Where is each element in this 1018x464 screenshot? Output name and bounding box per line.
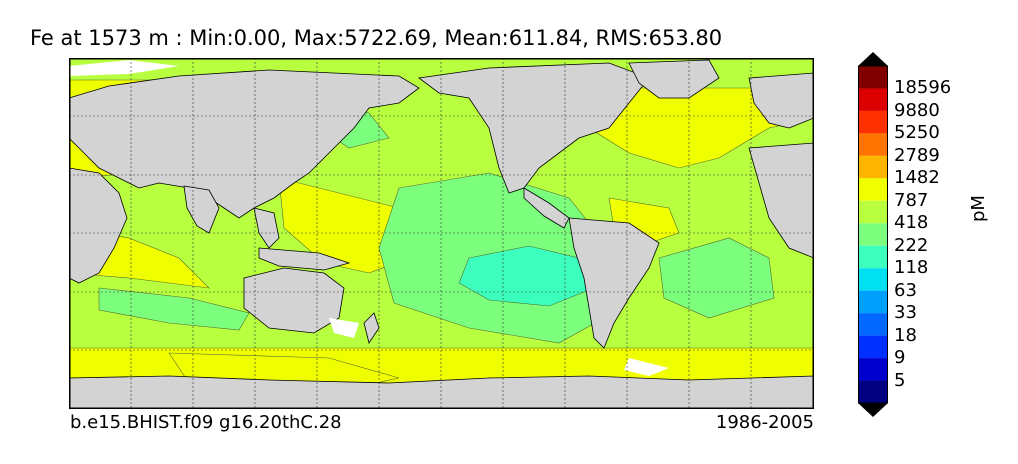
colorbar-band xyxy=(858,380,888,403)
colorbar-band xyxy=(858,245,888,269)
south-america xyxy=(568,217,660,349)
colorbar-band xyxy=(858,313,888,336)
gridlines xyxy=(69,58,814,409)
colorbar-band xyxy=(858,200,888,224)
colorbar-band xyxy=(858,268,888,291)
antarctica xyxy=(69,375,814,409)
colorbar-extend-bottom xyxy=(858,403,888,417)
colorbar-band xyxy=(858,290,888,314)
eurasia xyxy=(69,69,420,219)
north-america xyxy=(417,62,650,194)
lowest-fe-region xyxy=(458,245,595,307)
colorbar-band xyxy=(858,133,888,156)
europe-right xyxy=(748,72,814,129)
colorbar-tick-label: 9880 xyxy=(894,99,940,121)
africa-right xyxy=(748,142,814,259)
colorbar-tick-label: 18596 xyxy=(894,77,952,99)
colorbar-band xyxy=(858,88,888,111)
colorbar-band xyxy=(858,223,888,246)
colorbar-border xyxy=(858,65,888,404)
global-map xyxy=(69,58,814,409)
colorbar-tick-label: 33 xyxy=(894,302,917,324)
colorbar-tick-label: 63 xyxy=(894,279,917,301)
colorbar-units-label: pM xyxy=(968,195,989,222)
colorbar-tick-label: 787 xyxy=(894,189,929,211)
colorbar-band xyxy=(858,178,888,201)
colorbar-tick-label: 222 xyxy=(894,234,929,256)
indonesia xyxy=(258,247,351,271)
colorbar-tick-label: 5 xyxy=(894,369,906,391)
colorbar-tick-label: 9 xyxy=(894,347,906,369)
colorbar xyxy=(858,52,888,417)
africa xyxy=(69,167,128,284)
map-title: Fe at 1573 m : Min:0.00, Max:5722.69, Me… xyxy=(30,26,723,50)
colorbar-band-top xyxy=(858,66,888,89)
colorbar-tick-label: 18 xyxy=(894,324,917,346)
colorbar-band xyxy=(858,358,888,381)
colorbar-band xyxy=(858,155,888,179)
period-label: 1986-2005 xyxy=(715,412,814,433)
colorbar-extend-top xyxy=(858,52,888,66)
colorbar-tick-label: 2789 xyxy=(894,144,940,166)
land-masses xyxy=(69,59,814,409)
map-panel xyxy=(69,58,814,409)
colorbar-band xyxy=(858,110,888,134)
case-label: b.e15.BHIST.f09 g16.20thC.28 xyxy=(70,412,342,433)
colorbar-band xyxy=(858,335,888,359)
colorbar-tick-label: 1482 xyxy=(894,167,940,189)
central-america xyxy=(523,187,570,229)
map-border xyxy=(69,58,814,409)
colorbar-tick-label: 118 xyxy=(894,257,929,279)
no-data-areas xyxy=(69,60,669,376)
southeast-asia xyxy=(253,207,280,249)
colorbar-tick-label: 418 xyxy=(894,212,929,234)
colorbar-tick-label: 5250 xyxy=(894,122,940,144)
australia xyxy=(243,267,345,334)
